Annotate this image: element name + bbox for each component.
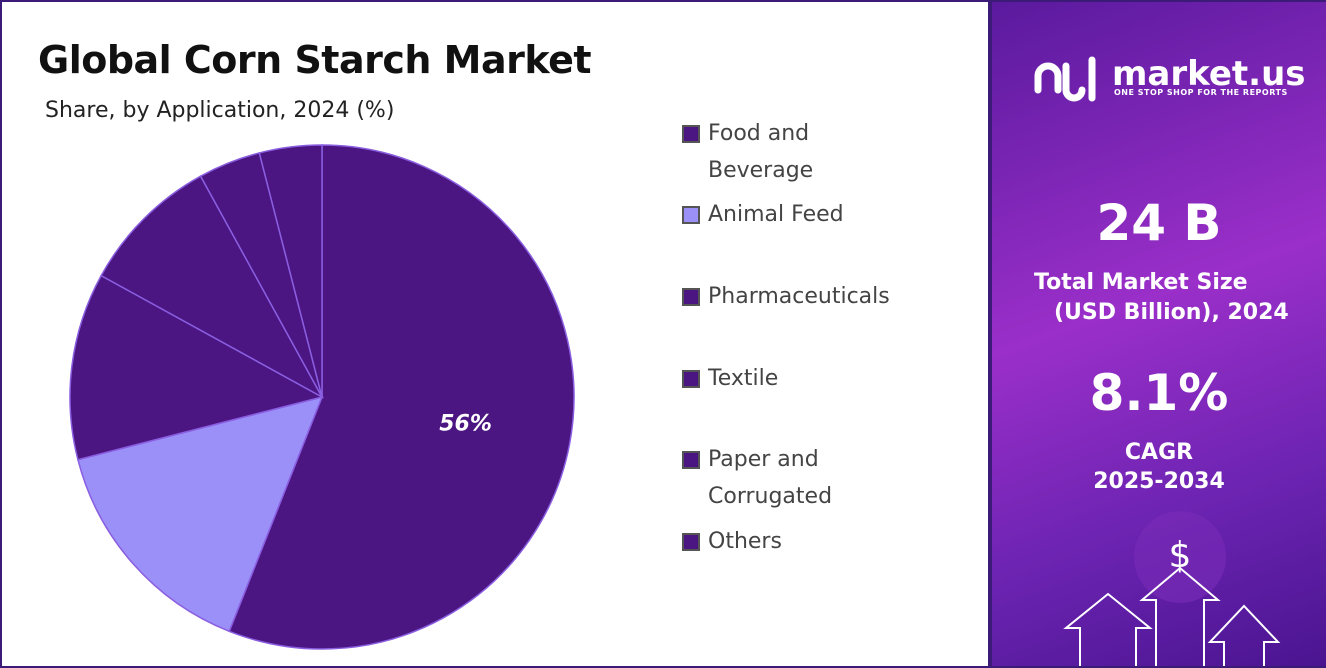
pie-slice xyxy=(228,144,575,650)
legend-item: Textile xyxy=(682,360,932,397)
market-size-label: (USD Billion), 2024 xyxy=(1054,300,1289,325)
legend-label: Textile xyxy=(708,366,779,391)
chart-panel: Global Corn Starch Market Share, by Appl… xyxy=(0,0,990,668)
chart-subtitle: Share, by Application, 2024 (%) xyxy=(45,98,395,123)
logo-icon xyxy=(1034,56,1096,102)
legend-item: Pharmaceuticals xyxy=(682,278,932,315)
arrow-decor xyxy=(1063,566,1281,666)
pie-slice xyxy=(100,175,324,399)
chart-title: Global Corn Starch Market xyxy=(38,38,592,82)
panel-decor: $ xyxy=(1034,56,1281,666)
legend-swatch xyxy=(682,206,700,224)
legend-swatch xyxy=(682,125,700,143)
legend-item: Others xyxy=(682,523,932,560)
cagr-value: 8.1% xyxy=(1089,364,1229,422)
legend-label: Paper and Corrugated xyxy=(708,447,833,509)
legend-item: Food and Beverage xyxy=(682,115,932,189)
legend-label: Animal Feed xyxy=(708,202,844,227)
pie-chart: 56% xyxy=(69,144,575,650)
cagr-label: CAGR xyxy=(1124,440,1194,465)
legend-label: Food and Beverage xyxy=(708,121,814,183)
pie-slice xyxy=(69,274,325,461)
coin-decor xyxy=(1134,511,1226,603)
legend-label: Pharmaceuticals xyxy=(708,284,890,309)
legend-label: Others xyxy=(708,529,782,554)
pie-slice xyxy=(77,395,324,633)
legend-item: Paper and Corrugated xyxy=(682,441,932,515)
info-panel: $ market.us ONE STOP SHOP FOR THE REPORT… xyxy=(990,0,1326,668)
dollar-icon: $ xyxy=(1169,535,1192,576)
legend-swatch xyxy=(682,533,700,551)
tagline: ONE STOP SHOP FOR THE REPORTS xyxy=(1114,88,1288,97)
brand: market.us xyxy=(1112,54,1306,94)
legend-item: Animal Feed xyxy=(682,196,932,233)
legend-swatch xyxy=(682,288,700,306)
pie-slice xyxy=(258,144,323,398)
market-size-label: Total Market Size xyxy=(1034,270,1248,295)
legend-swatch xyxy=(682,451,700,469)
legend-swatch xyxy=(682,370,700,388)
data-label: 56% xyxy=(439,411,492,436)
cagr-label: 2025-2034 xyxy=(1093,469,1225,494)
market-size: 24 B xyxy=(1096,194,1222,252)
